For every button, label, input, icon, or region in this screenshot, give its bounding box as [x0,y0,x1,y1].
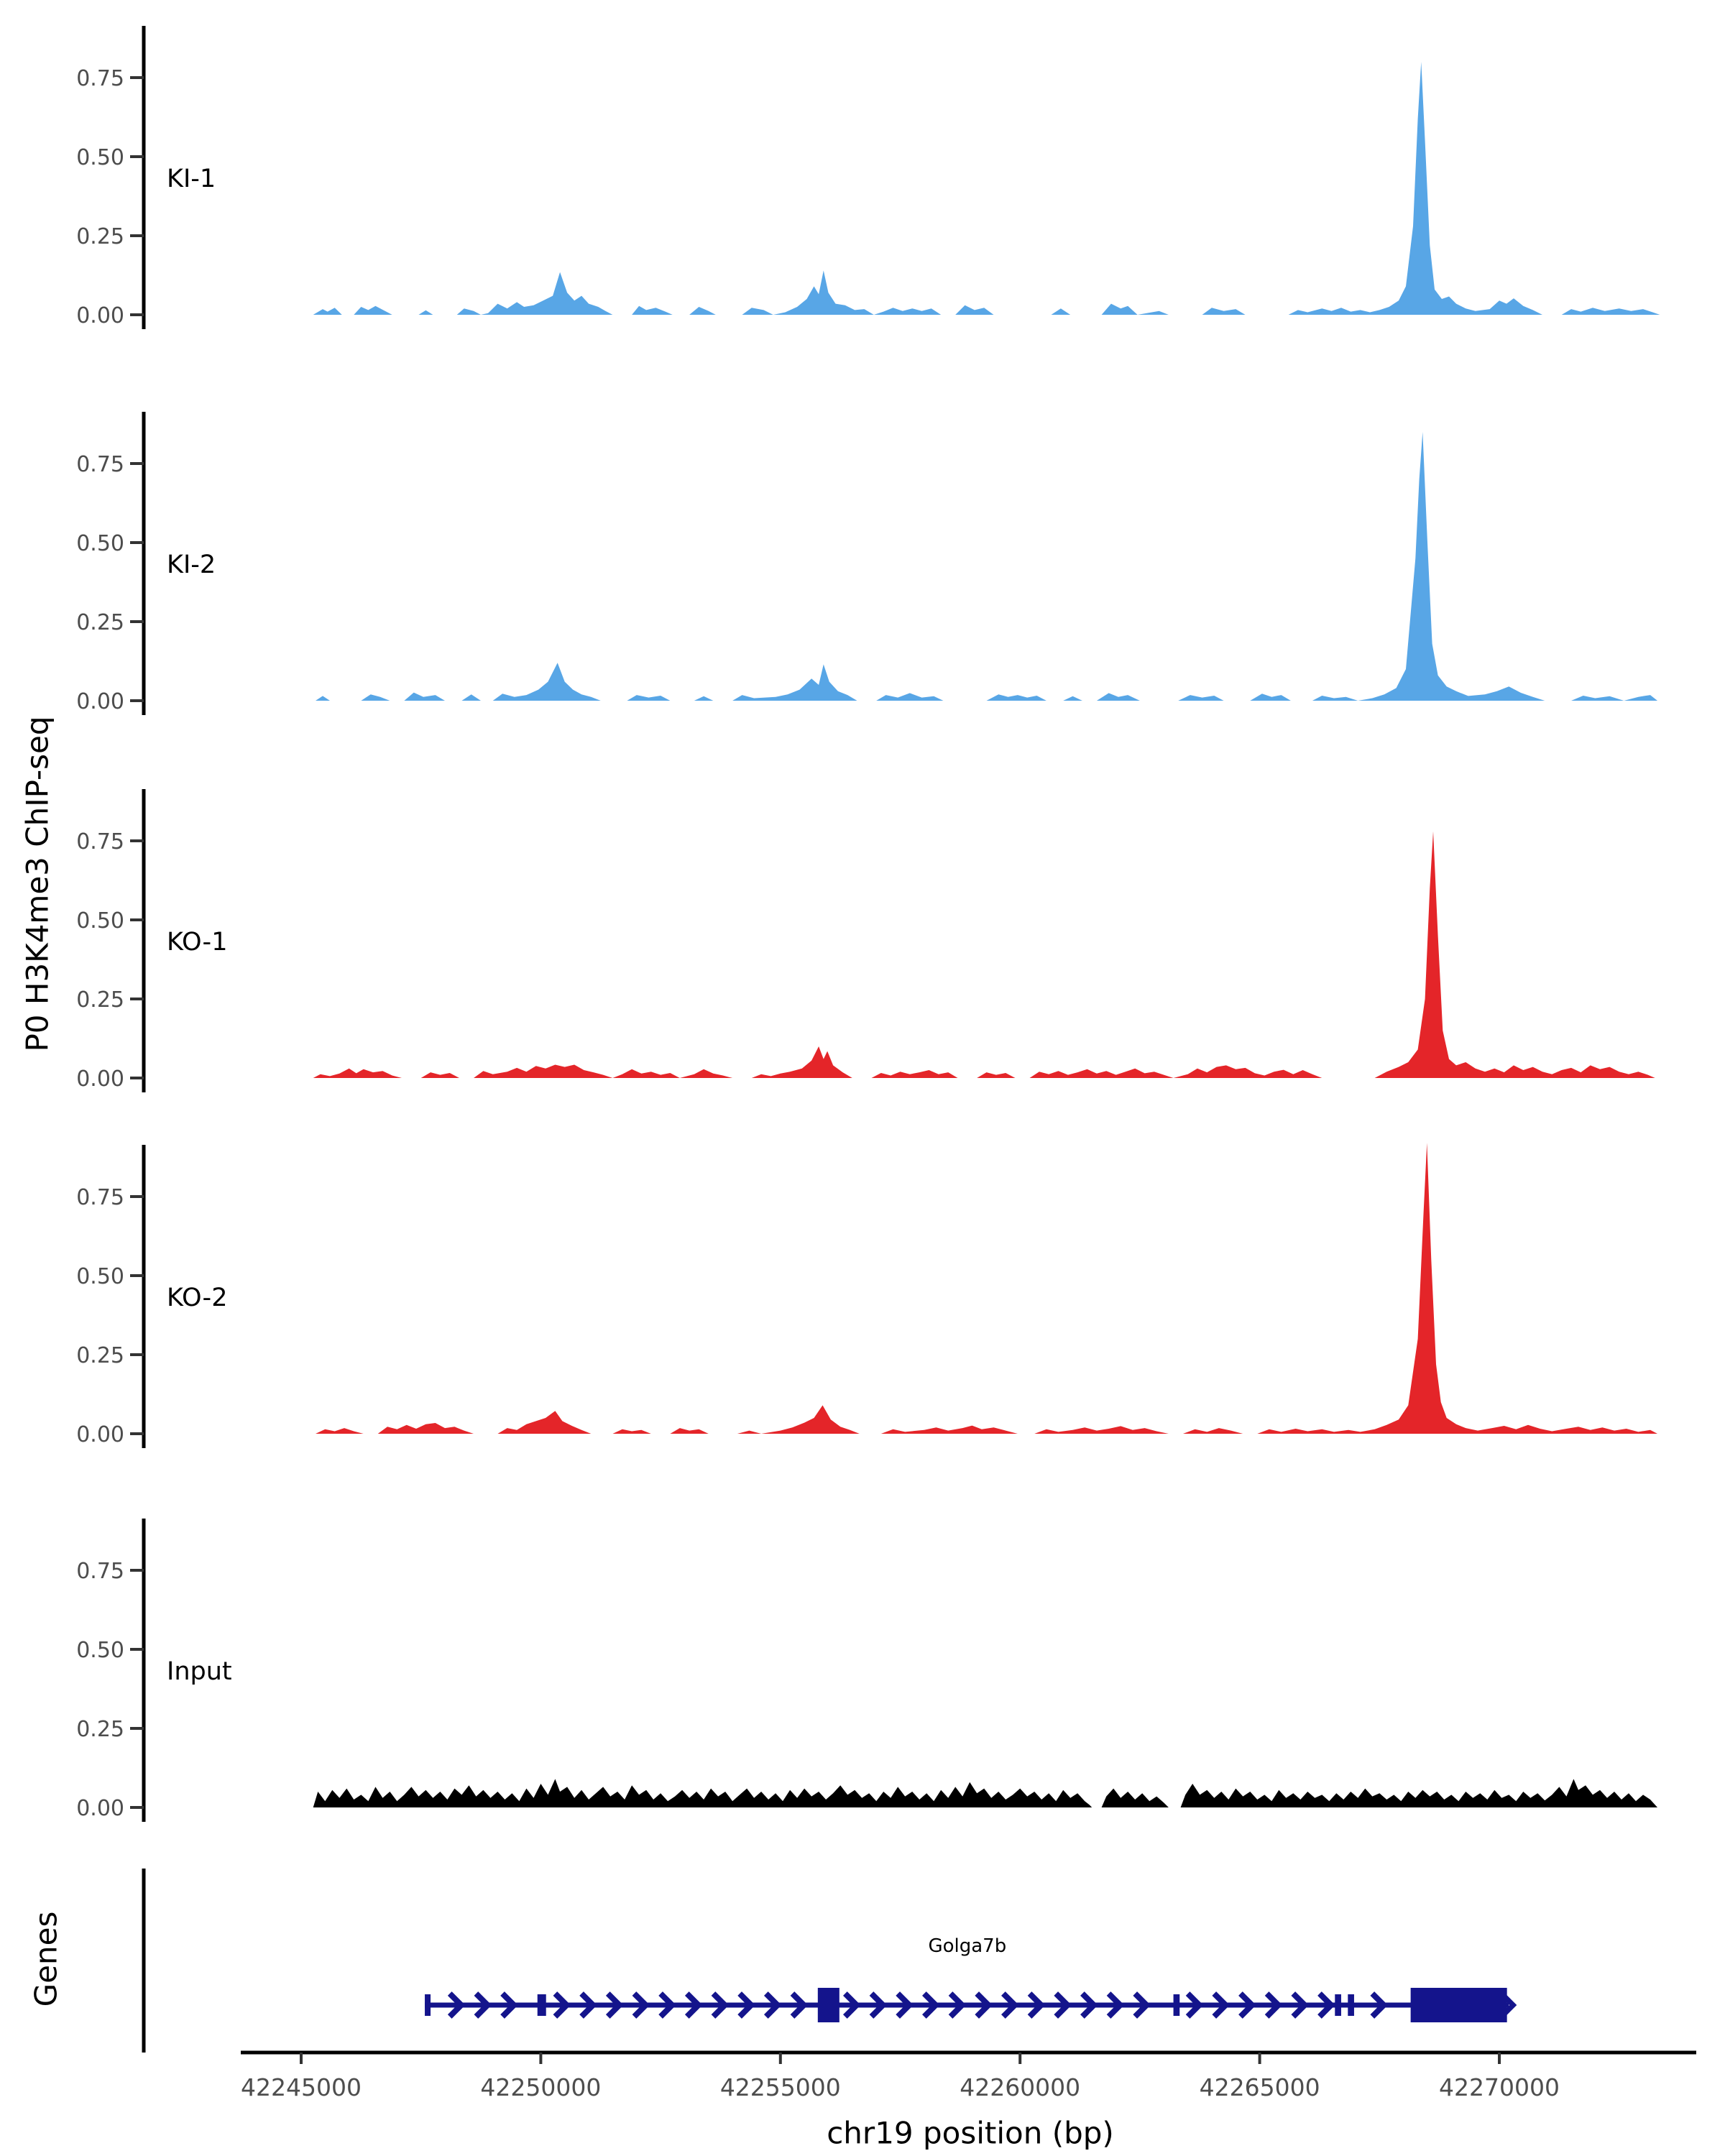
signal-area-ko-1 [313,831,1655,1078]
strand-arrow-icon [790,1991,809,2019]
strand-arrow-icon [1001,1991,1019,2019]
y-tick-label-ki-2: 0.25 [76,610,124,635]
x-tick-label: 42270000 [1439,2073,1560,2101]
gene-name-label: Golga7b [928,1935,1006,1957]
track-panel-input: 0.00 0.25 0.50 0.75 Input [76,1519,1658,1822]
strand-arrow-icon [896,1991,914,2019]
y-tick-label-ko-1: 0.00 [76,1067,124,1092]
genes-axis-title: Genes [28,1911,64,2007]
strand-arrow-icon [975,1991,993,2019]
signal-area-ki-1 [313,62,1660,315]
strand-arrow-icon [500,1991,518,2019]
gene-exon [1410,1988,1507,2022]
x-axis-title: chr19 position (bp) [827,2115,1114,2151]
y-tick-label-ki-2: 0.50 [76,531,124,556]
y-tick-label-ki-2: 0.75 [76,452,124,477]
strand-arrow-icon [579,1991,597,2019]
track-panel-ki-2: 0.00 0.25 0.50 0.75 KI-2 [76,412,1657,715]
strand-arrow-icon [1185,1991,1204,2019]
gene-exon [425,1994,431,2016]
strand-arrow-icon [948,1991,967,2019]
strand-arrow-icon [447,1991,466,2019]
signal-area-ki-2 [316,432,1657,701]
y-tick-label-ki-1: 0.75 [76,66,124,91]
track-label-ki-1: KI-1 [167,165,216,193]
strand-arrow-icon [763,1991,782,2019]
y-tick-label-ki-1: 0.25 [76,224,124,249]
strand-arrow-icon [1370,1991,1388,2019]
y-tick-label-ko-2: 0.50 [76,1264,124,1289]
y-tick-label-input: 0.50 [76,1638,124,1663]
gene-exon [817,1988,840,2022]
y-axis-title: P0 H3K4me3 ChIP-seq [19,716,55,1052]
strand-arrow-icon [1291,1991,1309,2019]
track-label-input: Input [167,1657,232,1686]
strand-arrow-icon [922,1991,940,2019]
track-panel-ko-1: 0.00 0.25 0.50 0.75 KO-1 [76,789,1655,1092]
y-tick-label-ko-2: 0.25 [76,1343,124,1368]
strand-arrow-icon [474,1991,492,2019]
strand-arrow-icon [605,1991,624,2019]
y-tick-label-ko-2: 0.75 [76,1185,124,1210]
x-axis: 42245000 42250000 42255000 42260000 42265000… [241,2050,1696,2101]
strand-arrow-icon [711,1991,730,2019]
track-label-ko-2: KO-2 [167,1284,227,1312]
strand-arrow-icon [1212,1991,1230,2019]
strand-arrow-icon [658,1991,676,2019]
strand-arrow-icon [684,1991,703,2019]
track-panel-ki-1: 0.00 0.25 0.50 0.75 KI-1 [76,26,1660,329]
y-tick-label-ko-1: 0.75 [76,829,124,854]
strand-arrow-icon [842,1991,861,2019]
y-tick-label-ki-2: 0.00 [76,689,124,714]
track-label-ko-1: KO-1 [167,928,227,957]
signal-area-input [313,1779,1658,1807]
strand-arrow-icon [1238,1991,1256,2019]
track-label-ki-2: KI-2 [167,550,216,579]
strand-arrow-icon [553,1991,571,2019]
track-panel-ko-2: 0.00 0.25 0.50 0.75 KO-2 [76,1143,1657,1448]
y-tick-label-input: 0.00 [76,1796,124,1821]
genes-panel: Golga7b [142,1869,1517,2053]
x-tick-label: 42245000 [241,2073,362,2101]
y-tick-label-input: 0.75 [76,1559,124,1584]
signal-area-ko-2 [316,1143,1657,1434]
strand-arrow-icon [1106,1991,1125,2019]
y-tick-label-ki-1: 0.50 [76,145,124,170]
strand-arrow-icon [1317,1991,1335,2019]
y-tick-label-ki-1: 0.00 [76,303,124,328]
x-tick-label: 42250000 [480,2073,601,2101]
strand-arrow-icon [737,1991,755,2019]
strand-arrow-icon [1133,1991,1151,2019]
gene-exon [1335,1994,1341,2016]
y-tick-label-ko-2: 0.00 [76,1422,124,1447]
x-tick-label: 42255000 [720,2073,841,2101]
gene-exon [1348,1994,1354,2016]
strand-arrow-icon [869,1991,888,2019]
gene-exon [537,1994,546,2016]
strand-arrow-icon [1080,1991,1098,2019]
y-tick-label-input: 0.25 [76,1717,124,1742]
strand-arrow-icon [1264,1991,1283,2019]
strand-arrow-icon [1054,1991,1072,2019]
y-tick-label-ko-1: 0.50 [76,908,124,934]
y-tick-label-ko-1: 0.25 [76,987,124,1013]
strand-arrow-icon [1027,1991,1046,2019]
x-tick-label: 42265000 [1200,2073,1320,2101]
x-tick-label: 42260000 [960,2073,1080,2101]
strand-arrow-icon [632,1991,650,2019]
gene-exon [1173,1994,1180,2016]
